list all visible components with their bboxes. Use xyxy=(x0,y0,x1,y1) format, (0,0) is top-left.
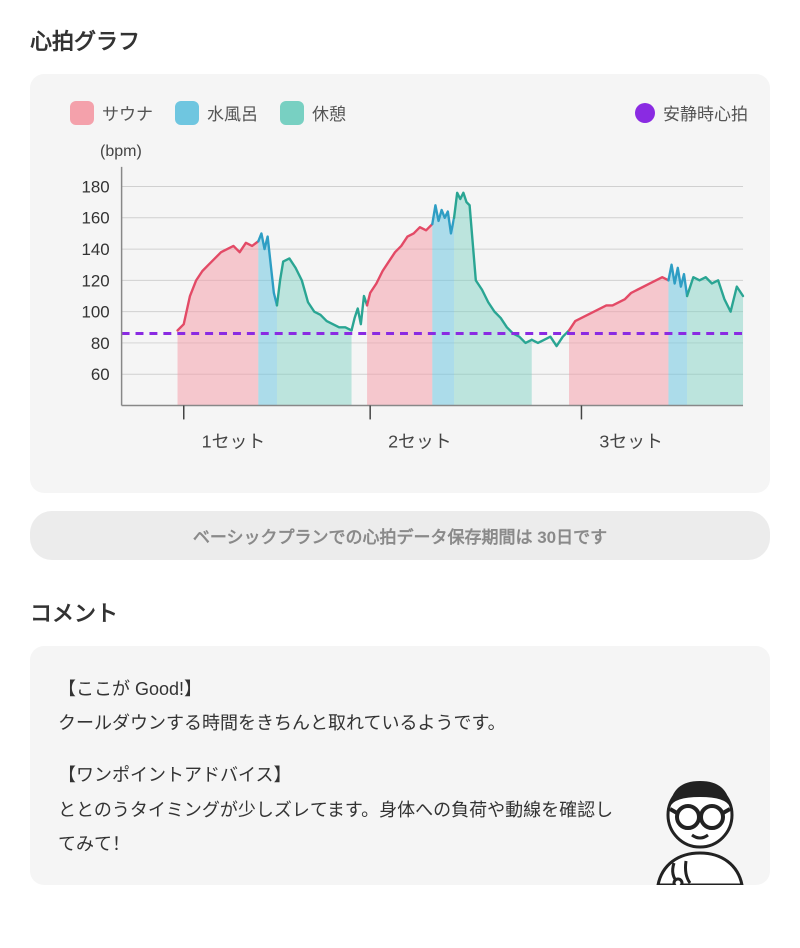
comment-card: 【ここが Good!】 クールダウンする時間をきちんと取れているようです。 【ワ… xyxy=(30,646,770,885)
comment-title: コメント xyxy=(30,596,770,628)
legend-rest: 休憩 xyxy=(280,100,346,125)
legend-rest-label: 休憩 xyxy=(312,100,346,125)
plan-notice: ベーシックプランでの心拍データ保存期間は 30日です xyxy=(30,511,770,560)
comment-advice-heading: 【ワンポイントアドバイス】 xyxy=(58,758,618,792)
comment-section: コメント 【ここが Good!】 クールダウンする時間をきちんと取れているようで… xyxy=(30,596,770,885)
doctor-icon xyxy=(640,755,760,885)
legend-resting: 安静時心拍 xyxy=(635,100,748,125)
svg-text:60: 60 xyxy=(91,365,110,384)
svg-text:80: 80 xyxy=(91,334,110,353)
svg-text:180: 180 xyxy=(81,177,109,196)
legend-sauna-label: サウナ xyxy=(102,100,153,125)
svg-text:1セット: 1セット xyxy=(202,431,266,451)
legend-cold-swatch xyxy=(175,101,199,125)
heart-rate-title: 心拍グラフ xyxy=(30,24,770,56)
svg-text:2セット: 2セット xyxy=(388,431,452,451)
comment-good-heading: 【ここが Good!】 xyxy=(58,672,742,706)
legend-sauna-swatch xyxy=(70,101,94,125)
svg-text:160: 160 xyxy=(81,209,109,228)
legend-cold-label: 水風呂 xyxy=(207,100,258,125)
heart-rate-card: サウナ 水風呂 休憩 安静時心拍 (bpm) 60801001201 xyxy=(30,74,770,493)
comment-advice-body: ととのうタイミングが少しズレてます。身体への負荷や動線を確認してみて！ xyxy=(58,793,618,861)
chart-area: (bpm) 60801001201401601801セット2セット3セット xyxy=(52,147,748,475)
legend-rest-swatch xyxy=(280,101,304,125)
comment-good: 【ここが Good!】 クールダウンする時間をきちんと取れているようです。 xyxy=(58,672,742,740)
svg-text:3セット: 3セット xyxy=(599,431,663,451)
legend-cold: 水風呂 xyxy=(175,100,258,125)
legend-resting-swatch xyxy=(635,103,655,123)
legend-resting-label: 安静時心拍 xyxy=(663,100,748,125)
chart-legend: サウナ 水風呂 休憩 安静時心拍 xyxy=(52,100,748,125)
comment-good-body: クールダウンする時間をきちんと取れているようです。 xyxy=(58,706,742,740)
comment-advice: 【ワンポイントアドバイス】 ととのうタイミングが少しズレてます。身体への負荷や動… xyxy=(58,758,618,861)
svg-text:140: 140 xyxy=(81,240,109,259)
svg-text:100: 100 xyxy=(81,303,109,322)
y-axis-label: (bpm) xyxy=(100,143,142,161)
heart-rate-section: 心拍グラフ サウナ 水風呂 休憩 安静時心拍 xyxy=(30,24,770,560)
svg-text:120: 120 xyxy=(81,271,109,290)
legend-sauna: サウナ xyxy=(70,100,153,125)
heart-rate-chart: 60 80 100 120 140 160 180 1セット 2セット 3セット xyxy=(52,147,748,475)
